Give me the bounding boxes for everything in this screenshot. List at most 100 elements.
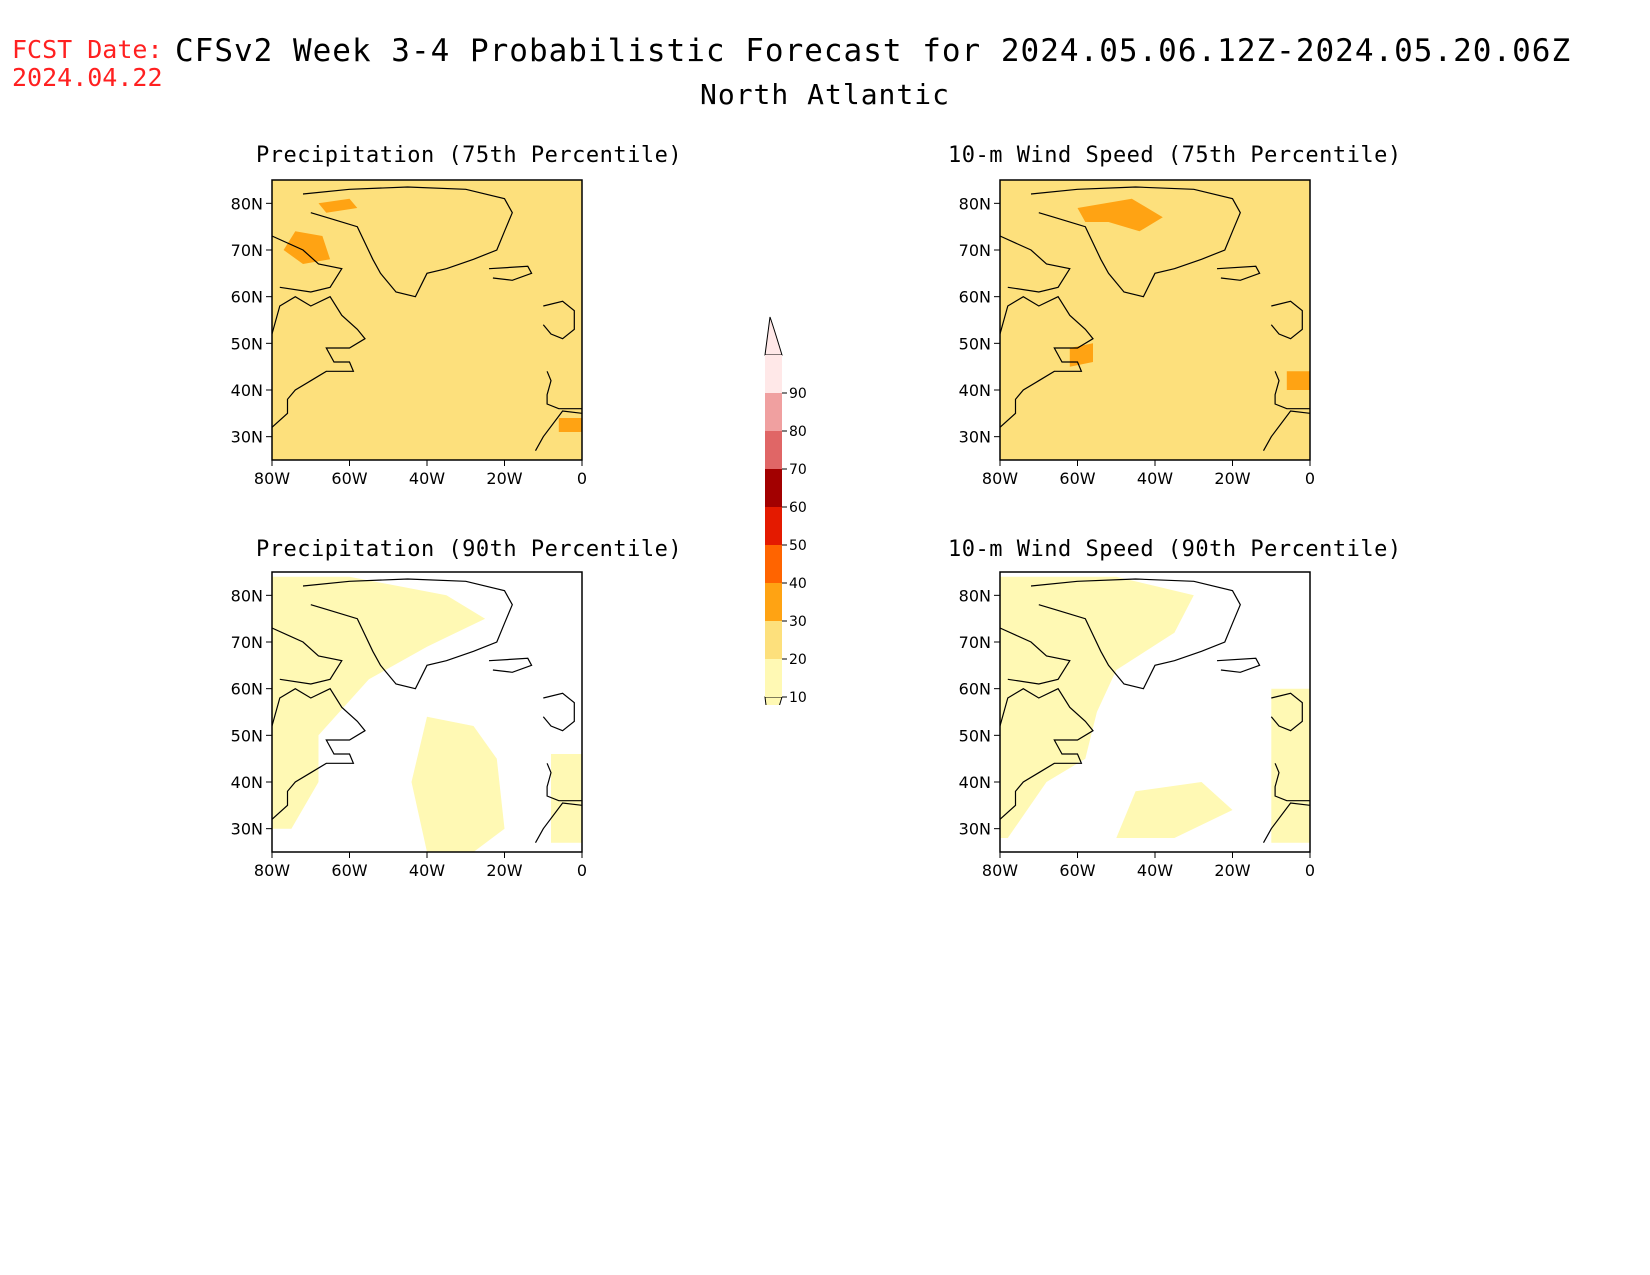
lat-tick-label: 70N [959,241,991,260]
coastline [1216,657,1261,673]
colorbar: 10 20 30 40 50 60 70 80 90 [764,316,807,705]
colorbar-segment [765,431,782,469]
coastline [1000,295,1094,428]
colorbar-segment [765,393,782,431]
coastline [534,802,582,843]
coastline [546,371,582,410]
lon-tick-label: 40W [409,861,445,880]
colorbar-label: 20 [789,652,807,668]
coastline [546,763,582,802]
lat-tick-label: 50N [959,726,991,745]
lat-tick-label: 30N [231,428,263,447]
coastline [542,300,575,340]
coastline [272,627,343,685]
lon-tick-label: 60W [1059,469,1095,488]
lon-tick-label: 80W [982,469,1018,488]
colorbar-label: 50 [789,538,807,554]
probability-region [1286,371,1310,390]
coastline [542,692,575,732]
colorbar-segment [765,355,782,393]
colorbar-label: 80 [789,424,807,440]
probability-region [1271,688,1310,843]
page-title: CFSv2 Week 3-4 Probabilistic Forecast fo… [175,33,1572,69]
lon-tick-label: 20W [486,861,522,880]
colorbar-segment [765,621,782,659]
coastline [488,657,533,673]
panel-title-precip-90: Precipitation (90th Percentile) [256,537,683,562]
lon-tick-label: 0 [1305,469,1315,488]
lon-tick-label: 0 [577,469,587,488]
page-subtitle: North Atlantic [699,78,950,111]
lon-tick-label: 40W [1137,469,1173,488]
coastline [1270,692,1303,732]
lat-tick-label: 60N [959,680,991,699]
coastline [488,265,533,281]
colorbar-segment [765,583,782,621]
probability-region [1116,782,1233,838]
colorbar-segment [765,507,782,545]
panel-title-wind-90: 10-m Wind Speed (90th Percentile) [948,537,1402,562]
lat-tick-label: 70N [231,633,263,652]
lon-tick-label: 20W [1214,469,1250,488]
coastline [1030,578,1241,690]
probability-region [272,576,486,829]
coastline [1274,763,1310,802]
coastline [1262,802,1310,843]
probability-region [411,343,486,418]
lat-tick-label: 60N [231,680,263,699]
colorbar-label: 70 [789,462,807,478]
lat-tick-label: 80N [231,586,263,605]
coastline [302,578,513,690]
probability-region [283,231,331,264]
coastline [1030,186,1241,298]
probability-region [1069,343,1093,367]
lon-tick-label: 0 [577,861,587,880]
fcst-date-label: FCST Date: [12,35,163,64]
lat-tick-label: 50N [959,334,991,353]
coastline [1000,627,1071,685]
fcst-date-value: 2024.04.22 [12,63,163,92]
fcst-date-block: FCST Date: 2024.04.22 [12,36,163,92]
colorbar-label: 10 [789,690,807,705]
lat-tick-label: 50N [231,334,263,353]
panel-title-precip-75: Precipitation (75th Percentile) [256,143,683,168]
lon-tick-label: 60W [331,469,367,488]
panel-title-wind-75: 10-m Wind Speed (75th Percentile) [948,143,1402,168]
colorbar-label: 60 [789,500,807,516]
coastline [1274,371,1310,410]
colorbar-segment [765,659,782,697]
lat-tick-label: 30N [959,820,991,839]
probability-region [318,198,358,213]
probability-region [411,716,505,852]
lon-tick-label: 60W [1059,861,1095,880]
probability-region [1000,184,1202,367]
lat-tick-label: 50N [231,726,263,745]
colorbar-high-arrow [764,316,783,356]
probability-region [1077,198,1163,232]
colorbar-label: 90 [789,386,807,402]
lat-tick-label: 60N [959,288,991,307]
lat-tick-label: 40N [231,381,263,400]
lat-tick-label: 80N [959,194,991,213]
coastline [1270,300,1303,340]
lat-tick-label: 40N [959,381,991,400]
lon-tick-label: 80W [254,469,290,488]
colorbar-label: 30 [789,614,807,630]
map-panel-wind-75: 80W 60W 40W 20W 0 80N 70N 60N 50N 40N 30N [959,179,1315,488]
coastline [272,235,343,293]
lat-tick-label: 30N [231,820,263,839]
probability-region [1000,576,1194,838]
map-panel-precip-90: 80W 60W 40W 20W 0 80N 70N 60N 50N 40N 30N [231,571,587,880]
probability-region [558,418,582,432]
coastline [1000,235,1071,293]
lon-tick-label: 40W [1137,861,1173,880]
lon-tick-label: 20W [486,469,522,488]
probability-region [551,754,582,843]
lat-tick-label: 40N [959,773,991,792]
map-panel-precip-75: 80W 60W 40W 20W 0 80N 70N 60N 50N 40N 30N [231,179,587,488]
colorbar-segment [765,545,782,583]
coastline [272,295,366,428]
lat-tick-label: 70N [959,633,991,652]
colorbar-segment [765,469,782,507]
lon-tick-label: 80W [982,861,1018,880]
